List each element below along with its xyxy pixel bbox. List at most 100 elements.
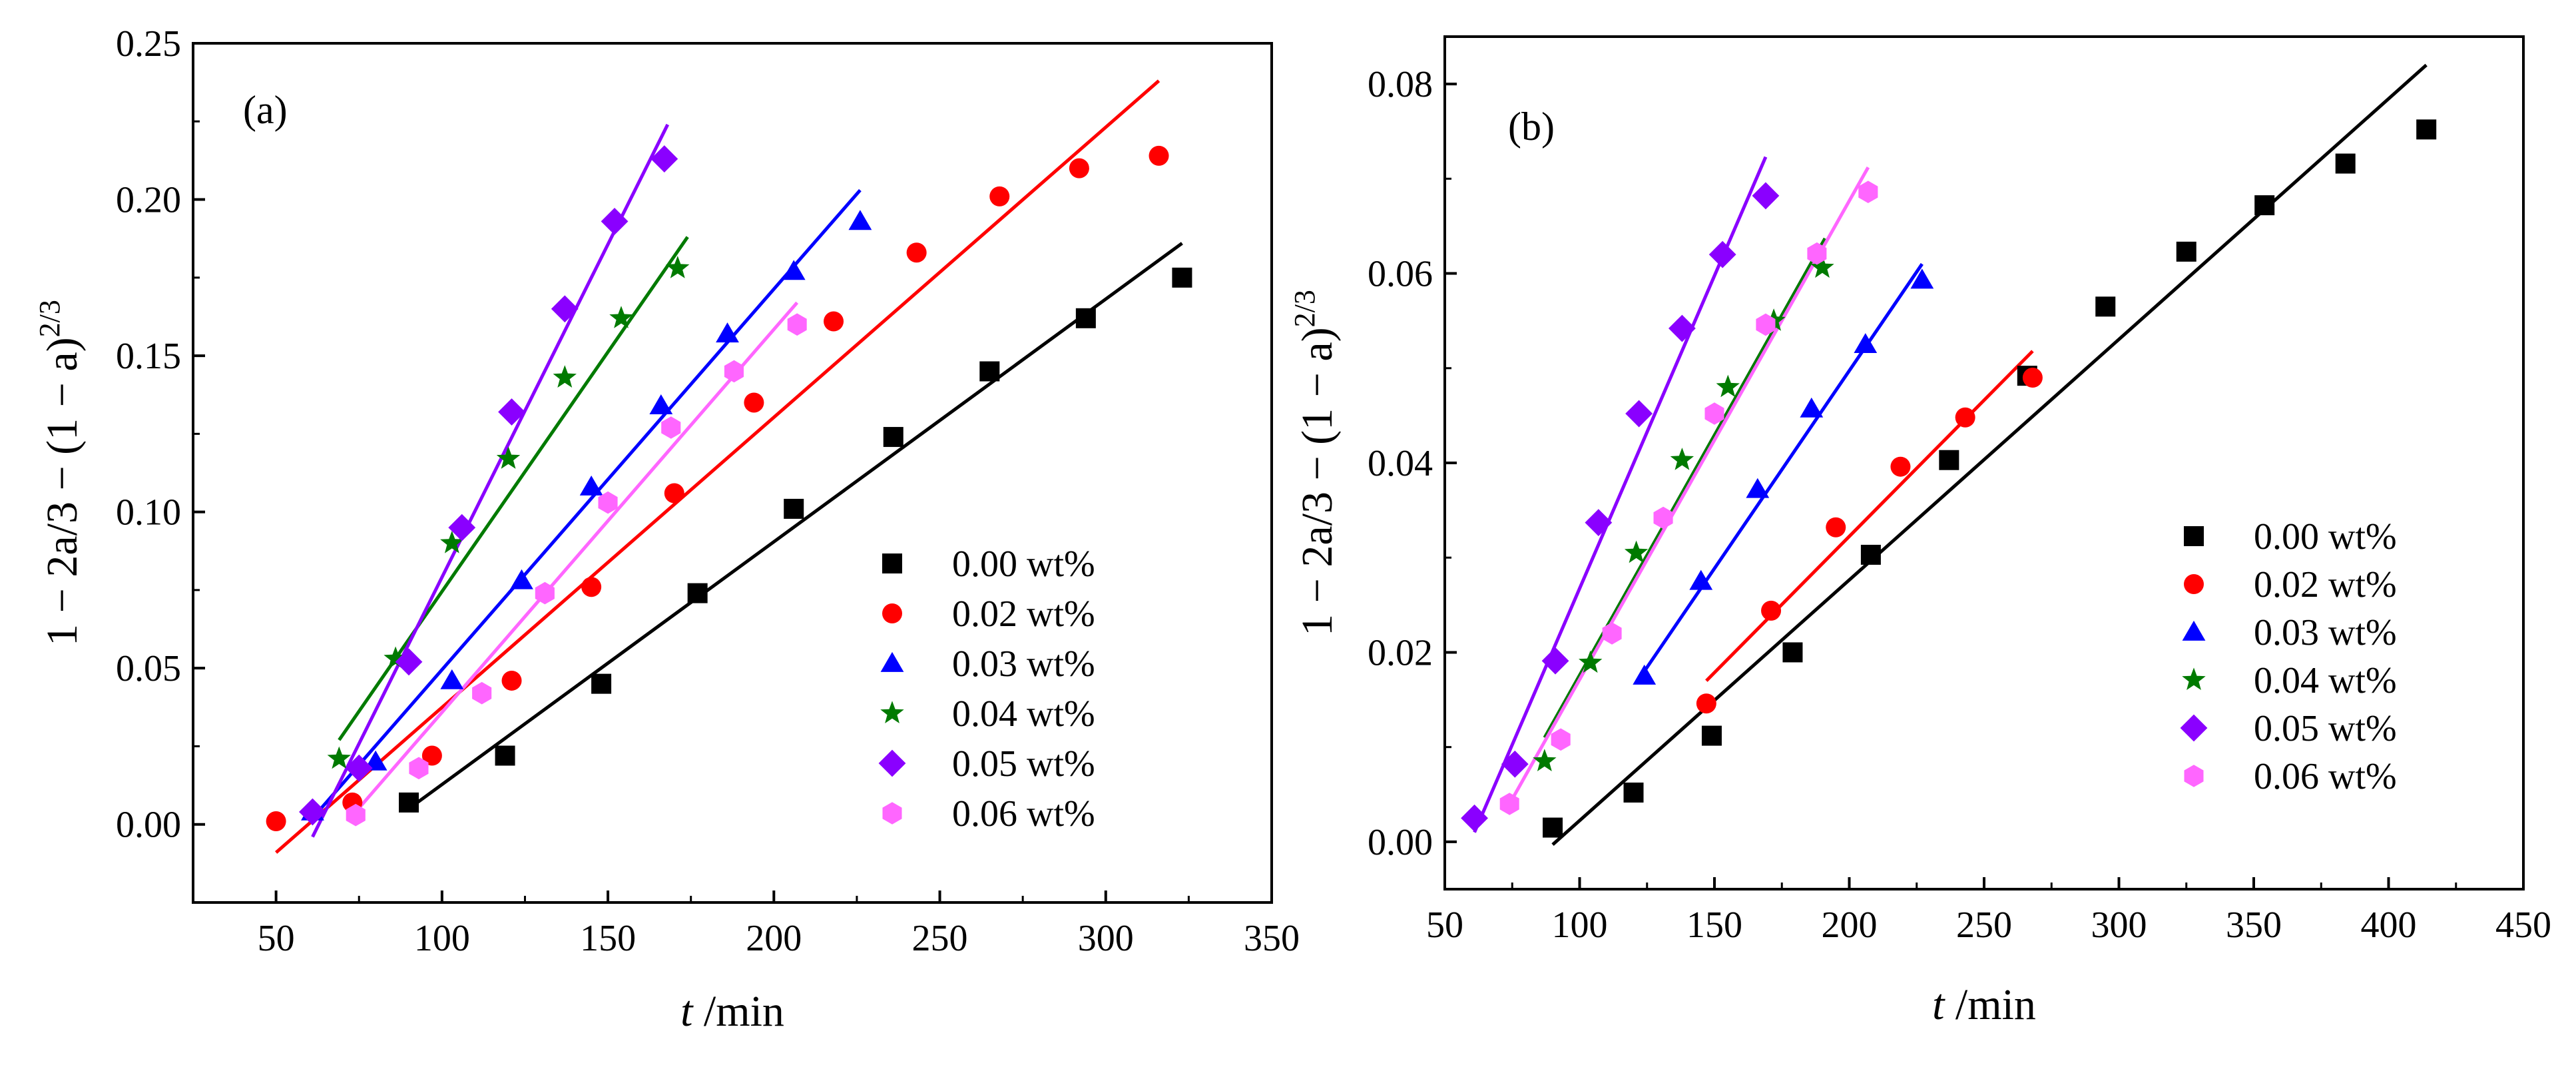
fit-line <box>1643 262 1924 673</box>
data-point <box>724 360 744 383</box>
data-point <box>824 311 844 332</box>
panel-a: 50 100 150 200 250 300 350 0.00 0.05 0.10 0.15 0.20… <box>33 23 1300 1036</box>
data-point <box>1585 509 1613 536</box>
data-point <box>1752 182 1780 210</box>
x-tick-label: 350 <box>2226 904 2282 946</box>
data-point <box>346 803 366 827</box>
data-point <box>2416 119 2437 140</box>
y-tick-label: 0.05 <box>116 648 181 689</box>
data-point <box>883 427 903 448</box>
x-tick-label: 300 <box>2091 904 2147 946</box>
data-point <box>1624 540 1649 563</box>
y-tick-label: 0.15 <box>116 336 181 377</box>
legend-label: 0.00 wt% <box>2254 516 2397 557</box>
data-point <box>906 242 927 263</box>
data-point <box>1541 647 1569 675</box>
data-point <box>2095 296 2116 317</box>
legend-marker <box>880 701 904 723</box>
data-point <box>1623 782 1644 803</box>
x-tick-label: 350 <box>1244 918 1300 959</box>
panel-label: (a) <box>243 88 288 132</box>
y-tick-label: 0.20 <box>116 180 181 221</box>
data-point <box>1625 400 1653 428</box>
data-point <box>661 416 681 439</box>
fit-line <box>1551 63 2428 847</box>
data-point <box>1069 158 1089 178</box>
data-point <box>1701 725 1722 746</box>
data-point <box>1653 506 1673 530</box>
legend-label: 0.03 wt% <box>2254 612 2397 653</box>
legend-marker <box>2182 667 2206 690</box>
x-axis-title: t /min <box>680 987 784 1036</box>
data-point <box>1689 569 1713 590</box>
data-point <box>1461 804 1488 832</box>
data-point <box>1670 448 1694 470</box>
y-axis-title: 1 − 2a/3 − (1 − a)2/3 <box>1288 290 1342 636</box>
x-tick-label: 450 <box>2495 904 2551 946</box>
data-point <box>784 498 804 519</box>
data-point <box>299 798 326 826</box>
y-axis-title: 1 − 2a/3 − (1 − a)2/3 <box>33 300 87 646</box>
data-point <box>716 322 739 343</box>
x-tick-label: 50 <box>1426 904 1463 946</box>
data-point <box>1696 693 1716 714</box>
legend-marker <box>2180 714 2208 742</box>
y-tick-label: 0.10 <box>116 492 181 534</box>
legend-marker <box>2182 620 2206 641</box>
data-point <box>650 145 678 173</box>
fit-line <box>407 242 1183 811</box>
y-axis-exponent: 2/3 <box>33 300 66 337</box>
data-point <box>1807 242 1827 265</box>
data-point <box>495 745 515 766</box>
legend-marker <box>882 603 902 623</box>
data-point <box>1826 517 1846 537</box>
data-point <box>395 648 423 676</box>
legend-label: 0.06 wt% <box>2254 756 2397 797</box>
data-point <box>345 754 373 782</box>
data-point <box>979 361 1000 382</box>
y-tick-label: 0.25 <box>116 23 181 65</box>
data-point <box>666 256 690 278</box>
data-point <box>1172 267 1192 288</box>
legend-label: 0.06 wt% <box>952 793 1095 835</box>
fit-line <box>274 79 1160 854</box>
data-point <box>535 581 555 605</box>
data-point <box>498 398 525 426</box>
x-tick-label: 300 <box>1078 918 1134 959</box>
y-tick-label: 0.06 <box>1368 254 1433 295</box>
data-point <box>1543 817 1563 838</box>
fit-line <box>311 123 670 838</box>
data-point <box>1782 642 1803 663</box>
data-point <box>448 514 476 541</box>
data-point <box>1704 402 1724 425</box>
data-point <box>744 392 764 413</box>
data-point <box>591 673 612 694</box>
legend-label: 0.02 wt% <box>952 593 1095 635</box>
data-point <box>1746 478 1770 498</box>
x-tick-label: 150 <box>580 918 636 959</box>
data-point <box>1669 314 1696 342</box>
x-axis-title: t /min <box>1932 980 2036 1029</box>
x-tick-label: 50 <box>258 918 295 959</box>
legend-label: 0.04 wt% <box>952 693 1095 735</box>
legend-label: 0.04 wt% <box>2254 660 2397 701</box>
legend-marker <box>882 802 902 825</box>
y-tick-label: 0.00 <box>1368 822 1433 863</box>
legend-label: 0.05 wt% <box>952 743 1095 785</box>
data-point <box>1854 333 1878 354</box>
x-tick-label: 100 <box>1552 904 1608 946</box>
data-point <box>501 670 522 691</box>
data-point <box>553 365 577 388</box>
y-axis-expression: 1 − 2a/3 − (1 − a) <box>1293 327 1342 636</box>
panel-b: 50 100 150 200 250 300 350 400 450 0.00 0.02 0.04 0.… <box>1288 35 2551 1029</box>
data-point <box>989 186 1010 206</box>
data-point <box>1939 450 1959 470</box>
data-point <box>1800 397 1824 418</box>
data-point <box>687 583 708 603</box>
data-point <box>1551 728 1571 751</box>
y-tick-label: 0.02 <box>1368 632 1433 673</box>
x-tick-label: 150 <box>1686 904 1742 946</box>
data-point <box>1075 308 1096 328</box>
data-point <box>409 757 429 780</box>
legend-marker <box>880 651 904 672</box>
